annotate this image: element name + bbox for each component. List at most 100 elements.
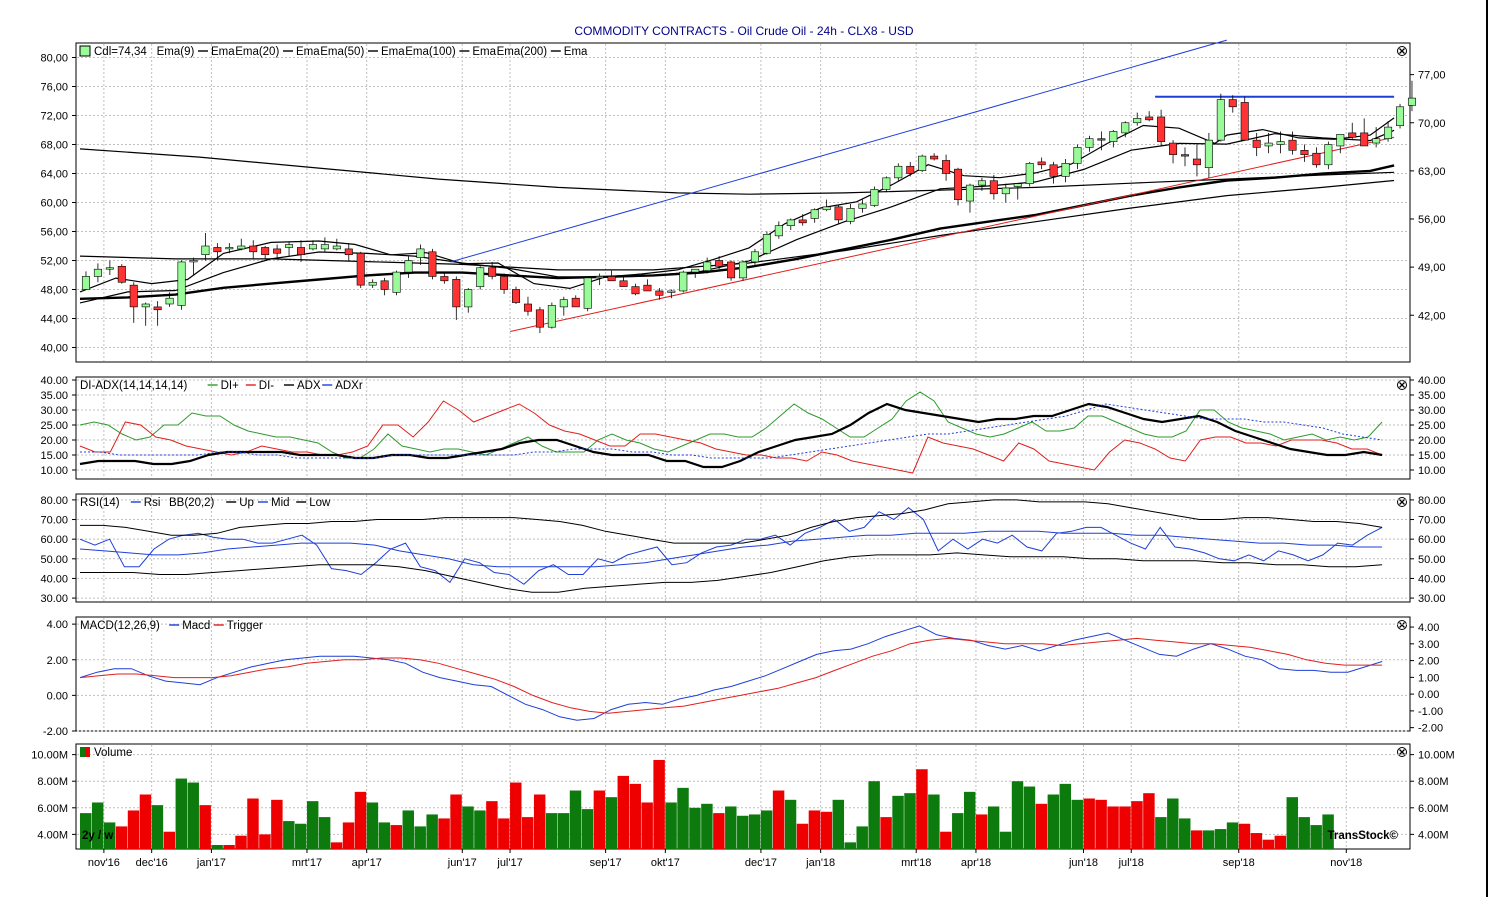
panel-frame-2: [75, 493, 1411, 603]
y-tick-label: 44,00: [40, 314, 68, 326]
volume-bar: [378, 822, 391, 849]
volume-bar: [784, 799, 797, 849]
volume-bar: [139, 794, 152, 849]
volume-bar: [1298, 817, 1310, 849]
candle-body: [1360, 132, 1369, 147]
volume-bar: [975, 814, 988, 849]
candle-body: [356, 252, 365, 286]
candle-body: [882, 177, 891, 190]
y-tick-label-right: 8.00M: [1418, 776, 1449, 788]
volume-bar: [402, 810, 414, 849]
legend-item: Ema: [472, 46, 496, 58]
candle-body: [1252, 139, 1261, 148]
y-tick-label-right: -1.00: [1418, 706, 1443, 718]
watermark: TransStock©: [1328, 830, 1399, 842]
candle-body: [810, 209, 819, 219]
volume-legend-swatch: [85, 747, 90, 757]
candle-body: [141, 303, 150, 308]
series-adxr: [80, 403, 1383, 459]
volume-bar: [880, 817, 892, 849]
y-tick-label: 80,00: [40, 53, 68, 65]
volume-bar: [748, 814, 761, 849]
candle-body: [1180, 154, 1190, 157]
y-tick-label: 68,00: [40, 140, 68, 152]
ema-line: [79, 179, 1395, 271]
volume-bar: [1202, 830, 1215, 849]
y-tick-label: 8.00M: [37, 776, 68, 788]
volume-bar: [1035, 803, 1048, 849]
y-tick-label-right: 35.00: [1418, 390, 1446, 402]
volume-bar: [856, 826, 868, 849]
candle-body: [918, 155, 927, 171]
candle-body: [93, 268, 102, 277]
legend-item: Cdl=74,34: [94, 46, 147, 58]
volume-bar: [115, 826, 128, 849]
candle-body: [1013, 183, 1022, 187]
candle-body: [1025, 163, 1034, 184]
candle-body: [1192, 158, 1201, 166]
candle-body: [500, 276, 509, 290]
candle-body: [1061, 163, 1070, 177]
volume-bar: [1083, 798, 1095, 849]
volume-bar: [1047, 794, 1060, 849]
y-tick-label: 60,00: [40, 198, 68, 210]
candle-body: [1109, 131, 1118, 142]
legend-item: Trigger: [227, 620, 263, 632]
x-tick-label: mrt'17: [292, 857, 322, 869]
candle-body: [798, 219, 807, 224]
candle-body: [822, 206, 831, 211]
y-tick-label-right: -2.00: [1418, 723, 1443, 735]
volume-bar: [414, 826, 426, 849]
candle-body: [691, 268, 700, 273]
volume-bar: [808, 810, 821, 849]
volume-bar: [557, 813, 570, 849]
legend-item: Ema(50): [320, 46, 364, 58]
volume-bar: [1250, 833, 1263, 849]
candle-body: [117, 265, 126, 283]
volume-bar: [737, 815, 749, 849]
volume-bar: [1071, 799, 1083, 849]
candle-body: [476, 267, 485, 287]
candle-body: [1228, 99, 1237, 108]
candle-body: [1216, 99, 1225, 141]
volume-bar: [211, 845, 223, 849]
candle-body: [727, 261, 736, 279]
close-icon-cross: [1399, 499, 1405, 505]
legend-item: ADXr: [335, 380, 363, 392]
volume-bar: [868, 781, 880, 849]
candle-body: [655, 290, 664, 296]
legend-item: Up: [239, 497, 254, 509]
candle-body: [1264, 142, 1273, 147]
volume-bar: [832, 799, 845, 849]
candle-body: [786, 219, 795, 226]
panel-frame-1: [75, 376, 1411, 480]
legend-item: DI-ADX(14,14,14,14): [80, 380, 188, 392]
y-tick-label-right: 10.00M: [1418, 750, 1455, 762]
y-tick-label: 20.00: [40, 435, 68, 447]
series-macd: [79, 625, 1383, 721]
candle-body: [989, 180, 998, 195]
volume-bar: [187, 782, 199, 849]
legend-item: Ema(9): [157, 46, 195, 58]
x-tick-label: sep'17: [590, 857, 622, 869]
candle-body: [619, 280, 628, 287]
volume-bar: [844, 842, 856, 849]
legend-item: Ema: [211, 46, 235, 58]
volume-bar: [605, 797, 618, 849]
volume-bar: [952, 813, 964, 849]
volume-bar: [127, 810, 140, 849]
y-tick-label-right: 2.00: [1418, 656, 1439, 668]
y-tick-label-right: 70.00: [1418, 515, 1446, 527]
trendline: [450, 39, 1227, 263]
candle-body: [774, 225, 783, 237]
series-adx: [79, 402, 1383, 469]
volume-bar: [892, 795, 904, 849]
legend-item: Macd: [182, 620, 210, 632]
candle-body: [547, 305, 556, 328]
volume-bar: [80, 813, 92, 849]
volume-bar: [964, 791, 976, 849]
x-tick-label: jul'18: [1118, 857, 1144, 869]
volume-bar: [916, 769, 928, 849]
candle-body: [404, 260, 413, 273]
series-trigger: [79, 637, 1383, 714]
